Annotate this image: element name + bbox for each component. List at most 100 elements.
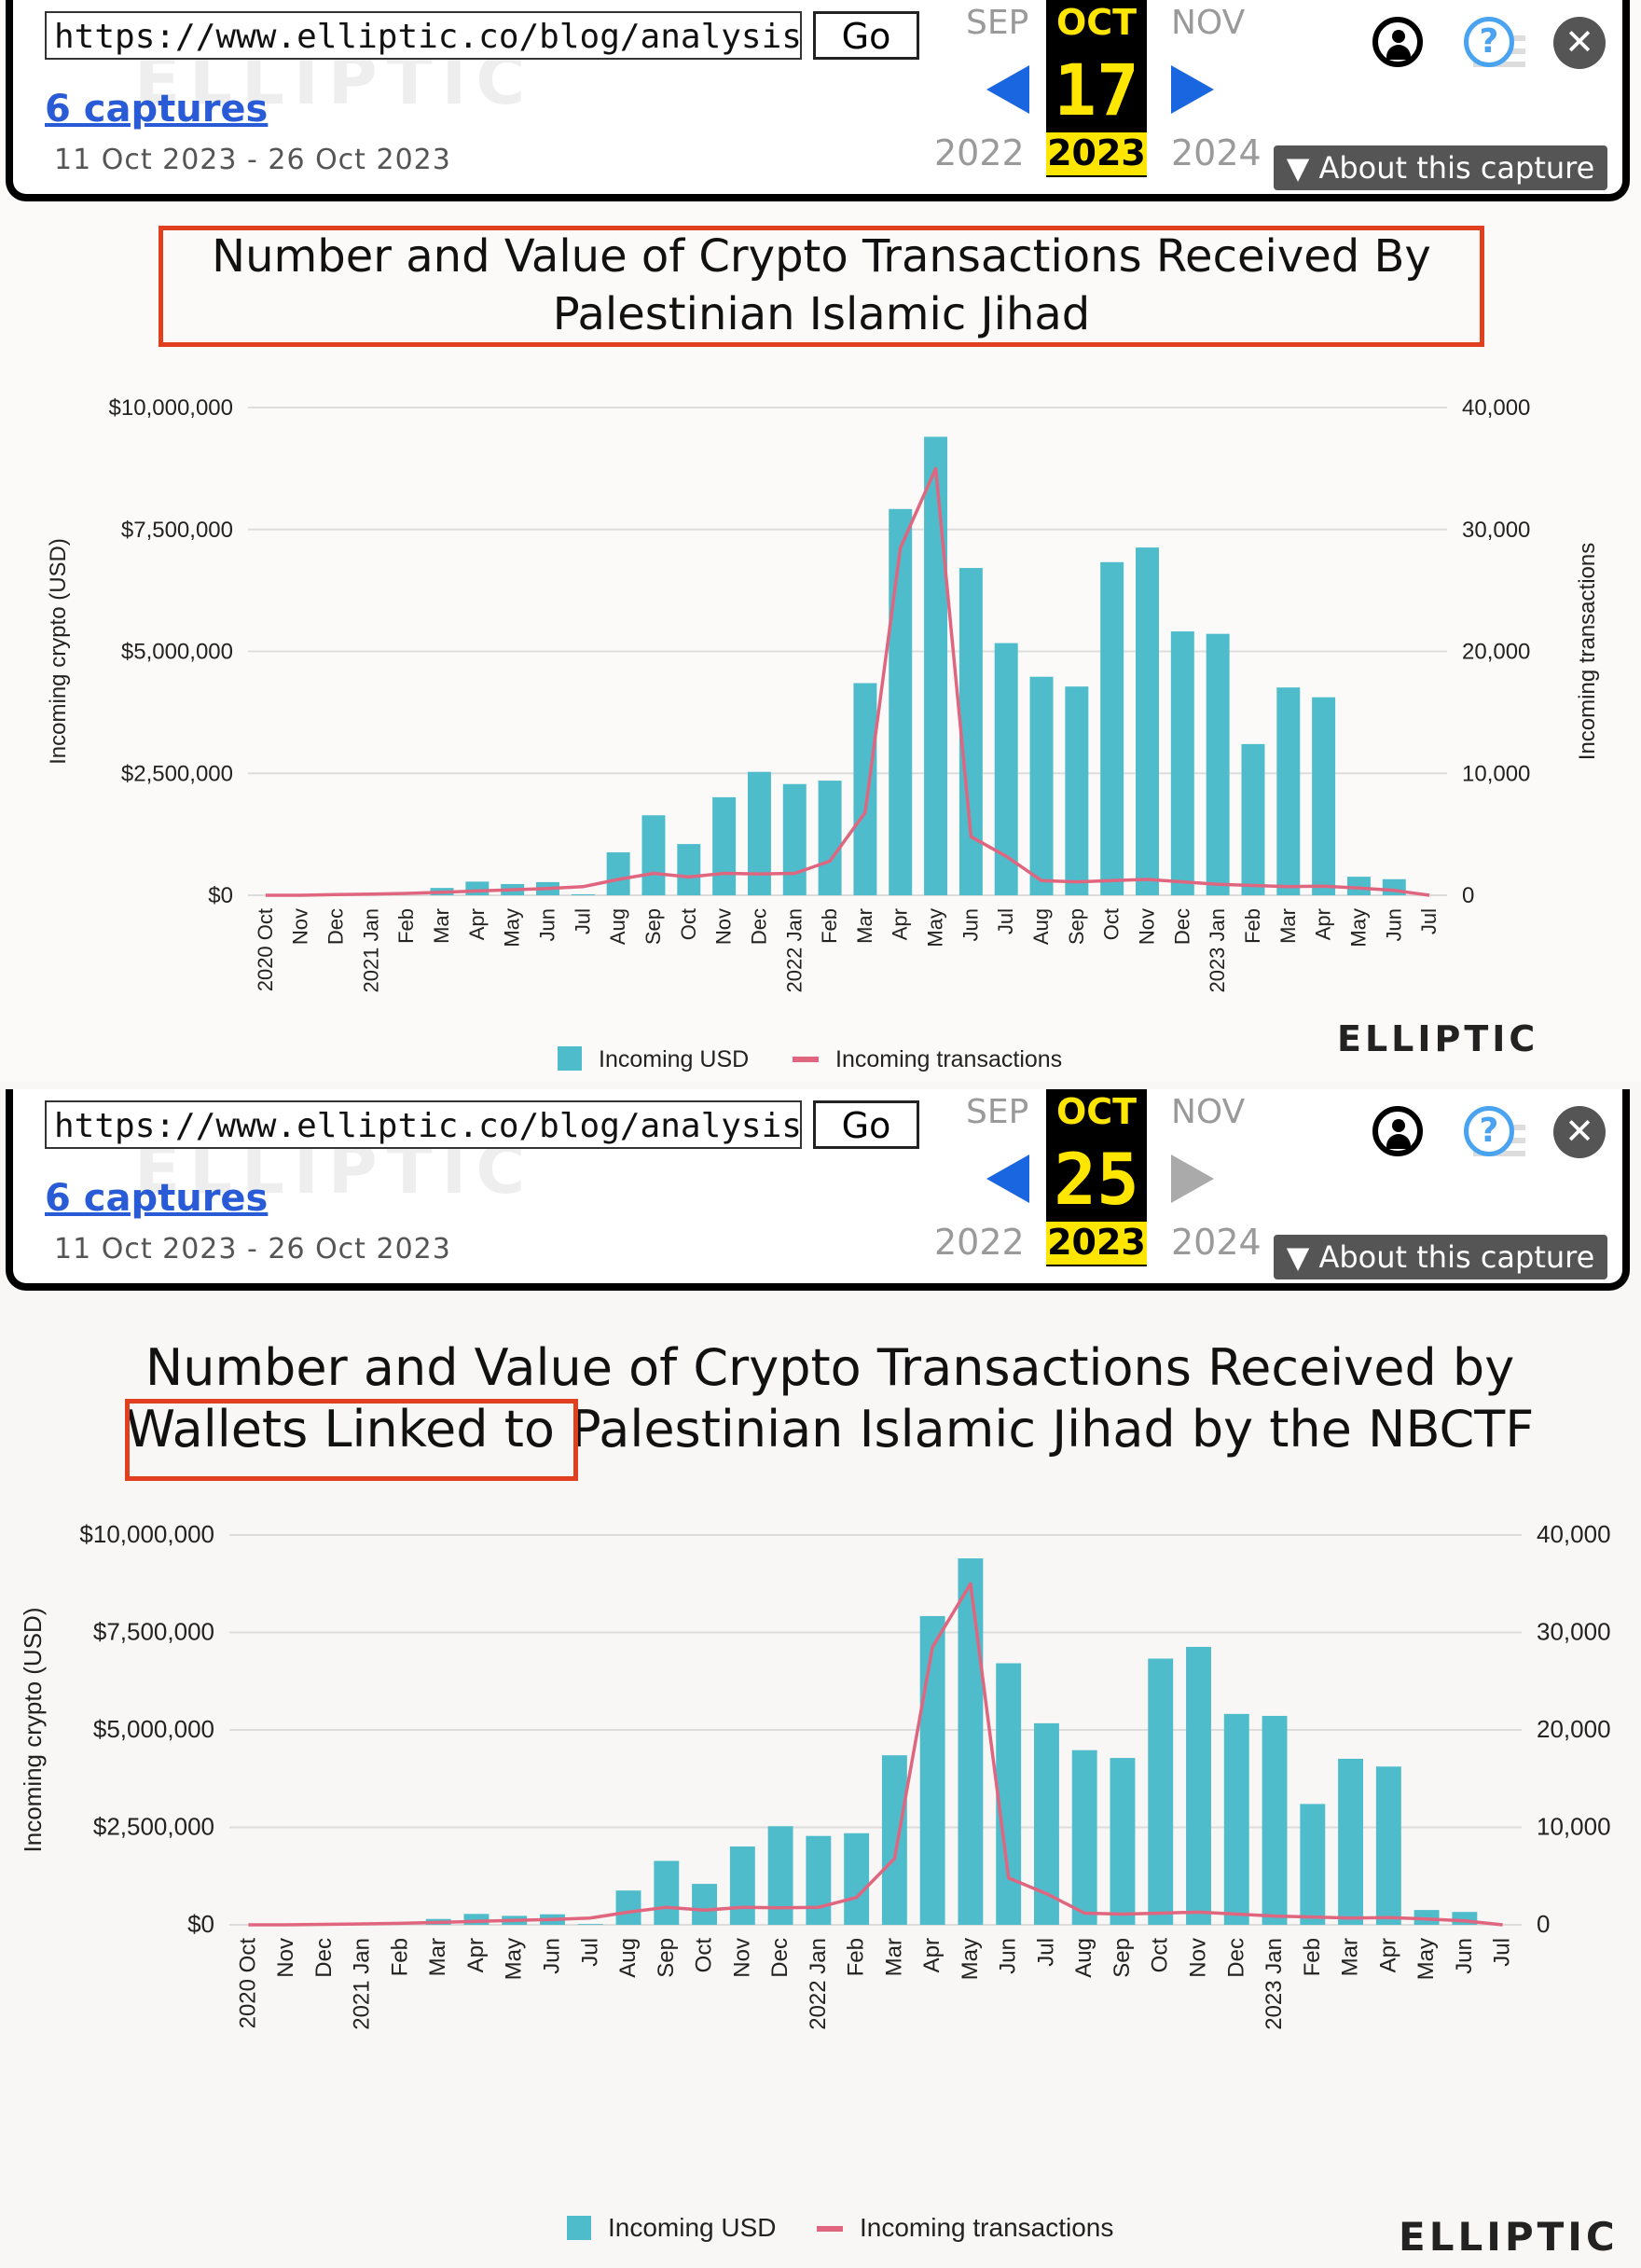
y2-tick-label: 20,000 bbox=[1537, 1715, 1611, 1743]
bar bbox=[1346, 877, 1371, 895]
bar bbox=[996, 1663, 1022, 1925]
bar bbox=[1110, 1758, 1136, 1925]
current-day: 17 bbox=[1054, 48, 1139, 131]
bar bbox=[615, 1890, 641, 1925]
y2-axis-label: Incoming transactions bbox=[1575, 543, 1600, 760]
about-capture-button[interactable]: ▼ About this capture bbox=[1274, 145, 1607, 190]
y2-tick-label: 30,000 bbox=[1537, 1618, 1611, 1646]
url-input[interactable]: https://www.elliptic.co/blog/analysis/is… bbox=[45, 1100, 802, 1149]
next-capture-arrow-icon[interactable] bbox=[1171, 65, 1214, 114]
x-tick-label: Jun bbox=[536, 908, 559, 941]
about-capture-button[interactable]: ▼ About this capture bbox=[1274, 1235, 1607, 1279]
x-tick-label: Sep bbox=[1065, 908, 1088, 945]
chart-title-line2: Wallets Linked to Palestinian Islamic Ji… bbox=[56, 1399, 1604, 1460]
x-tick-label: Mar bbox=[1276, 908, 1300, 944]
chart-title-line1: Number and Value of Crypto Transactions … bbox=[145, 1338, 1515, 1397]
chart-title-line1: Number and Value of Crypto Transactions … bbox=[212, 230, 1431, 283]
x-tick-label: Nov bbox=[273, 1938, 298, 1978]
x-tick-label: Jun bbox=[540, 1938, 565, 1974]
x-tick-label: Oct bbox=[677, 908, 700, 940]
captures-link[interactable]: 6 captures bbox=[45, 88, 269, 131]
x-tick-label: Jun bbox=[1382, 908, 1405, 941]
x-tick-label: May bbox=[1346, 908, 1370, 947]
next-month-label[interactable]: NOV bbox=[1171, 1093, 1246, 1131]
chart-title-highlight: Wallets Linked to bbox=[125, 1400, 555, 1459]
y-tick-label: $7,500,000 bbox=[121, 518, 233, 543]
x-tick-label: May bbox=[958, 1938, 983, 1980]
prev-month-label[interactable]: SEP bbox=[966, 1093, 1029, 1131]
bar bbox=[889, 508, 913, 895]
bar bbox=[606, 851, 630, 895]
x-tick-label: Feb bbox=[387, 1938, 412, 1976]
elliptic-logo: ELLIPTIC bbox=[1399, 2214, 1619, 2260]
prev-year-label[interactable]: 2022 bbox=[934, 1222, 1025, 1263]
legend-swatch-bar bbox=[567, 2216, 591, 2240]
y-tick-label: $2,500,000 bbox=[121, 761, 233, 786]
close-icon[interactable]: ✕ bbox=[1553, 1106, 1606, 1158]
x-tick-label: Jul bbox=[994, 908, 1017, 934]
bar bbox=[1276, 687, 1301, 895]
bar bbox=[577, 1924, 603, 1925]
series-line-incoming-transactions bbox=[265, 466, 1430, 897]
help-icon[interactable]: ? bbox=[1464, 1106, 1514, 1156]
y2-tick-label: 0 bbox=[1462, 883, 1474, 908]
prev-capture-arrow-icon[interactable] bbox=[986, 65, 1029, 114]
chart-1: $10,000,000 $7,500,000 $5,000,000 $2,500,00… bbox=[46, 395, 1600, 1072]
user-icon[interactable] bbox=[1372, 17, 1423, 67]
y-axis-label: Incoming crypto (USD) bbox=[19, 1608, 47, 1853]
next-month-label[interactable]: NOV bbox=[1171, 4, 1246, 42]
x-tick-label: Feb bbox=[1241, 908, 1264, 944]
highlight-box-title bbox=[159, 226, 1484, 347]
x-tick-label: Jul bbox=[577, 1938, 602, 1967]
x-tick-label: Nov bbox=[1186, 1938, 1211, 1978]
x-tick-label: Aug bbox=[606, 908, 629, 945]
prev-capture-arrow-icon[interactable] bbox=[986, 1155, 1029, 1203]
y2-tick-label: 30,000 bbox=[1462, 518, 1530, 543]
x-tick-label: 2022 Jan bbox=[782, 908, 806, 993]
x-tick-label: Mar bbox=[1338, 1938, 1363, 1976]
wayback-toolbar: ELLIPTIC https://www.elliptic.co/blog/an… bbox=[6, 1089, 1630, 1291]
current-year: 2023 bbox=[1046, 132, 1147, 175]
x-tick-label: Sep bbox=[641, 908, 665, 945]
x-tick-label: 2022 Jan bbox=[806, 1938, 831, 2030]
x-tick-label: Mar bbox=[425, 1938, 450, 1976]
x-tick-label: Jul bbox=[1490, 1938, 1515, 1967]
x-tick-label: Feb bbox=[394, 908, 418, 944]
capture-panel-oct17: ELLIPTIC https://www.elliptic.co/blog/an… bbox=[0, 0, 1641, 1082]
user-icon[interactable] bbox=[1372, 1106, 1423, 1156]
captures-link[interactable]: 6 captures bbox=[45, 1177, 269, 1220]
x-tick-label: Dec bbox=[311, 1938, 337, 1978]
x-tick-label: Oct bbox=[1100, 908, 1124, 940]
x-tick-label: Apr bbox=[463, 1938, 489, 1972]
chart-2: $10,000,000 $7,500,000 $5,000,000 $2,500,00… bbox=[19, 1520, 1611, 2242]
current-month: OCT bbox=[1055, 2, 1138, 43]
x-tick-label: May bbox=[1413, 1938, 1439, 1980]
url-input[interactable]: https://www.elliptic.co/blog/analysis/is… bbox=[45, 11, 802, 60]
bar bbox=[747, 771, 771, 895]
x-tick-label: Oct bbox=[692, 1938, 717, 1973]
x-tick-label: Aug bbox=[1071, 1938, 1096, 1978]
prev-month-label[interactable]: SEP bbox=[966, 4, 1029, 42]
help-icon[interactable]: ? bbox=[1464, 17, 1514, 67]
y-tick-label: $10,000,000 bbox=[109, 395, 233, 421]
x-tick-label: 2023 Jan bbox=[1262, 1938, 1287, 2030]
go-button[interactable]: Go bbox=[813, 11, 919, 60]
x-tick-label: Mar bbox=[881, 1938, 906, 1976]
x-tick-label: Apr bbox=[1375, 1938, 1400, 1972]
close-icon[interactable]: ✕ bbox=[1553, 17, 1606, 69]
bar bbox=[853, 683, 877, 895]
x-tick-label: Apr bbox=[465, 908, 489, 940]
bar bbox=[924, 436, 948, 895]
about-capture-label: About this capture bbox=[1318, 150, 1595, 186]
bar bbox=[1148, 1658, 1174, 1925]
chart-title: Number and Value of Crypto Transactions … bbox=[56, 1337, 1604, 1460]
bar bbox=[1170, 631, 1194, 895]
next-year-label[interactable]: 2024 bbox=[1171, 1222, 1262, 1263]
x-tick-label: Feb bbox=[818, 908, 841, 944]
bar bbox=[1065, 686, 1089, 895]
next-year-label[interactable]: 2024 bbox=[1171, 132, 1262, 173]
x-tick-label: Dec bbox=[1170, 908, 1193, 945]
prev-year-label[interactable]: 2022 bbox=[934, 132, 1025, 173]
go-button[interactable]: Go bbox=[813, 1100, 919, 1149]
bar bbox=[881, 1755, 907, 1925]
